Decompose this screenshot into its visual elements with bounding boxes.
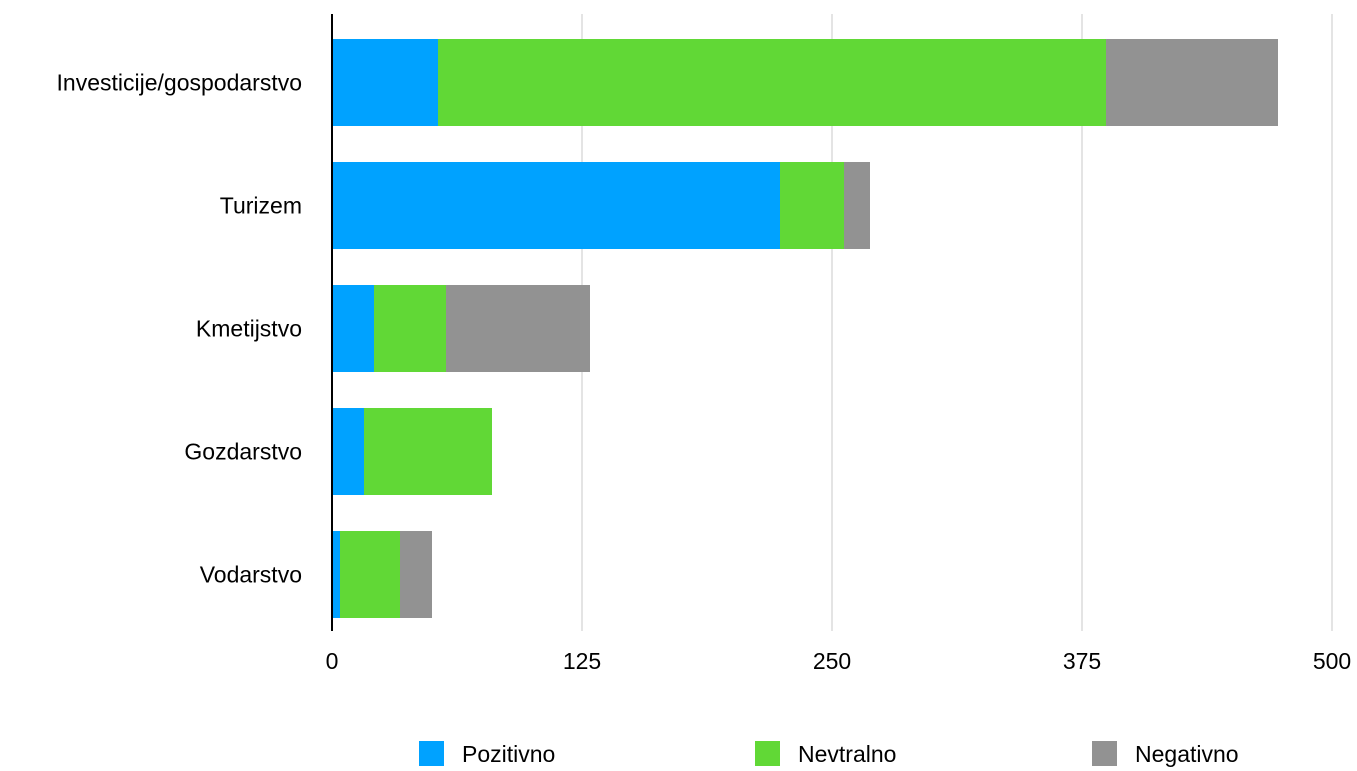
bar-gozdarstvo-pozitivno	[332, 408, 364, 495]
category-labels: Investicije/gospodarstvo Turizem Kmetijstv…	[57, 70, 302, 588]
x-tick-labels: 0 125 250 375 500	[326, 648, 1352, 674]
bar-kmetijstvo-pozitivno	[332, 285, 374, 372]
bar-turizem-negativno	[844, 162, 870, 249]
bar-investicije-gospodarstvo-nevtralno	[438, 39, 1106, 126]
bar-gozdarstvo-nevtralno	[364, 408, 492, 495]
legend-label-nevtralno: Nevtralno	[798, 741, 896, 767]
legend-swatch-pozitivno	[419, 741, 444, 766]
bar-turizem-nevtralno	[780, 162, 844, 249]
bar-kmetijstvo-negativno	[446, 285, 590, 372]
category-label-gozdarstvo: Gozdarstvo	[184, 439, 302, 465]
legend-label-pozitivno: Pozitivno	[462, 741, 555, 767]
legend-label-negativno: Negativno	[1135, 741, 1239, 767]
bar-turizem-pozitivno	[332, 162, 780, 249]
bar-vodarstvo-nevtralno	[340, 531, 400, 618]
legend-swatch-nevtralno	[755, 741, 780, 766]
category-label-investicije-gospodarstvo: Investicije/gospodarstvo	[57, 70, 302, 96]
x-tick-label-125: 125	[563, 648, 601, 674]
x-tick-label-0: 0	[326, 648, 339, 674]
category-label-kmetijstvo: Kmetijstvo	[196, 316, 302, 342]
x-tick-label-375: 375	[1063, 648, 1101, 674]
bars	[332, 39, 1278, 618]
legend: Pozitivno Nevtralno Negativno	[419, 741, 1239, 767]
bar-vodarstvo-pozitivno	[332, 531, 340, 618]
bar-vodarstvo-negativno	[400, 531, 432, 618]
category-label-turizem: Turizem	[220, 193, 302, 219]
x-tick-label-500: 500	[1313, 648, 1351, 674]
bar-investicije-gospodarstvo-negativno	[1106, 39, 1278, 126]
x-tick-label-250: 250	[813, 648, 851, 674]
category-label-vodarstvo: Vodarstvo	[200, 562, 302, 588]
bar-investicije-gospodarstvo-pozitivno	[332, 39, 438, 126]
legend-swatch-negativno	[1092, 741, 1117, 766]
bar-kmetijstvo-nevtralno	[374, 285, 446, 372]
